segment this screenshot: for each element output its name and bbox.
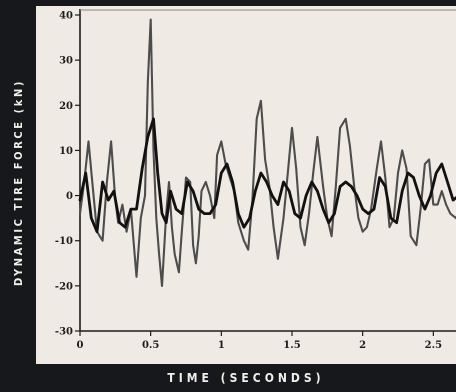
y-tick-label: 40 [59,11,73,22]
x-axis-label: TIME (SECONDS) [167,371,325,385]
series-line-1 [78,18,456,287]
x-tick-label: 1.5 [283,340,300,351]
plot-area: -30 -20 -10 0 10 20 30 40 0 0.5 1 1.5 2 2.5 [55,9,456,351]
y-tick-label: -30 [55,327,73,338]
x-tick-label: 2.5 [425,340,442,351]
y-tick-label: -10 [55,236,73,247]
y-axis-label-text: DYNAMIC TIRE FORCE (kN) [11,78,25,286]
x-tick-label: 0.5 [142,340,159,351]
y-tick-label: -20 [55,281,73,292]
plot-panel: -30 -20 -10 0 10 20 30 40 0 0.5 1 1.5 2 2.5 [36,6,456,364]
x-tick-label: 2 [359,340,366,351]
x-tick-label: 0 [77,340,84,351]
y-tick-label: 20 [59,101,73,112]
x-tick-label: 1 [218,340,225,351]
y-tick-label: 30 [59,56,73,67]
y-tick-label: 10 [59,146,73,157]
series-line-2 [78,117,456,234]
y-axis-label: DYNAMIC TIRE FORCE (kN) [0,0,36,364]
y-tick-label: 0 [66,191,73,202]
